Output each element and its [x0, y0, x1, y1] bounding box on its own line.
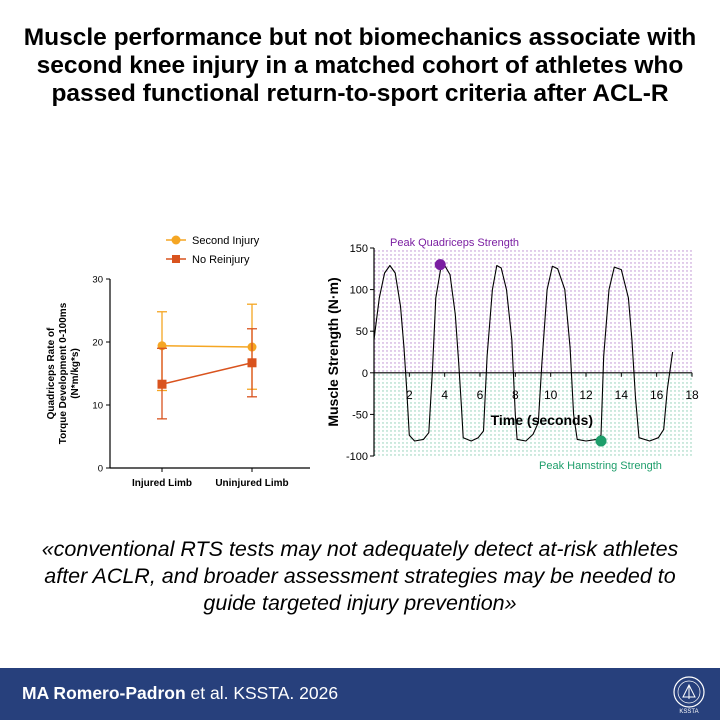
chart1-y-tick-label: 10: [92, 401, 103, 412]
legend-no-reinjury-label: No Reinjury: [192, 254, 250, 266]
chart2-x-tick-label: 14: [615, 388, 629, 402]
chart2-y-axis-label: Muscle Strength (N·m): [325, 277, 341, 426]
journal-logo: KSSTA: [673, 676, 705, 715]
chart1-marks: [157, 303, 257, 420]
chart1-y-axis-label: Quadriceps Rate ofTorque Development 0-1…: [46, 302, 81, 444]
chart1-data-point: [247, 358, 257, 368]
quadriceps-region: [374, 248, 692, 373]
chart2-y-tick-label: 50: [356, 326, 368, 338]
chart1-x-tick-label: Injured Limb: [132, 478, 192, 489]
citation-journal: et al. KSSTA. 2026: [185, 683, 339, 703]
chart1-series-line: [161, 345, 253, 348]
rtd-chart: Second Injury No Reinjury Quadriceps Rat…: [46, 235, 310, 489]
chart1-data-point: [157, 379, 167, 389]
hamstring-region: [374, 372, 692, 456]
chart2-x-tick-label: 16: [650, 388, 664, 402]
chart2-x-tick-label: 4: [441, 388, 448, 402]
citation-authors: MA Romero-Padron: [22, 683, 186, 703]
chart1-series-line: [161, 362, 253, 385]
strength-chart: Muscle Strength (N·m) -100 -50 0 50 100 150 2 4…: [325, 237, 699, 472]
legend-second-injury-marker: [171, 235, 181, 245]
peak-hamstring-label: Peak Hamstring Strength: [539, 460, 662, 472]
chart1-y-tick-label: 20: [92, 338, 103, 349]
chart2-x-tick-label: 10: [544, 388, 558, 402]
chart2-axes: -100 -50 0 50 100 150 2 4 6 8 10 12 14 16 18: [346, 243, 699, 463]
chart1-y-tick-label: 0: [98, 464, 103, 475]
chart2-x-tick-label: 18: [685, 388, 699, 402]
chart1-x-tick-label: Uninjured Limb: [215, 478, 288, 489]
chart1-y-label-line: (N*m/kg*s): [70, 348, 81, 399]
chart1-y-label-text: Quadriceps Rate ofTorque Development 0-1…: [46, 302, 81, 444]
chart1-axes: 0 10 20 30 Injured Limb Uninjured Limb: [92, 275, 310, 489]
chart1-y-label-line: Quadriceps Rate of: [46, 327, 57, 419]
chart2-y-tick-label: -50: [352, 409, 368, 421]
peak-quadriceps-marker: [434, 259, 446, 271]
chart1-y-label-line: Torque Development 0-100ms: [58, 302, 69, 444]
peak-quadriceps-label: Peak Quadriceps Strength: [390, 237, 519, 249]
page-title: Muscle performance but not biomechanics …: [23, 24, 697, 107]
chart2-regions: [374, 248, 692, 456]
peak-hamstring-marker: [595, 435, 607, 447]
chart2-x-tick-label: 6: [477, 388, 484, 402]
chart1-y-tick-label: 30: [92, 275, 103, 286]
footer-bar: MA Romero-Padron et al. KSSTA. 2026 KSST…: [0, 668, 720, 720]
chart2-marks: Peak Quadriceps Strength Peak Hamstring S…: [373, 237, 674, 472]
chart2-x-tick-label: 2: [406, 388, 413, 402]
strength-curve: [373, 264, 674, 442]
chart1-legend: Second Injury No Reinjury: [166, 235, 260, 266]
chart2-x-tick-label: 8: [512, 388, 519, 402]
chart2-y-tick-label: 100: [350, 285, 368, 297]
key-quote: «conventional RTS tests may not adequate…: [41, 537, 679, 615]
citation: MA Romero-Padron et al. KSSTA. 2026: [22, 683, 338, 704]
chart2-x-tick-label: 12: [579, 388, 593, 402]
chart2-y-tick-label: 0: [362, 368, 368, 380]
chart2-y-tick-label: 150: [350, 243, 368, 255]
logo-text: KSSTA: [679, 709, 698, 715]
chart2-y-tick-label: -100: [346, 451, 368, 463]
legend-no-reinjury-marker: [172, 255, 180, 263]
chart2-x-axis-label: Time (seconds): [491, 412, 593, 428]
legend-second-injury-label: Second Injury: [192, 235, 260, 247]
